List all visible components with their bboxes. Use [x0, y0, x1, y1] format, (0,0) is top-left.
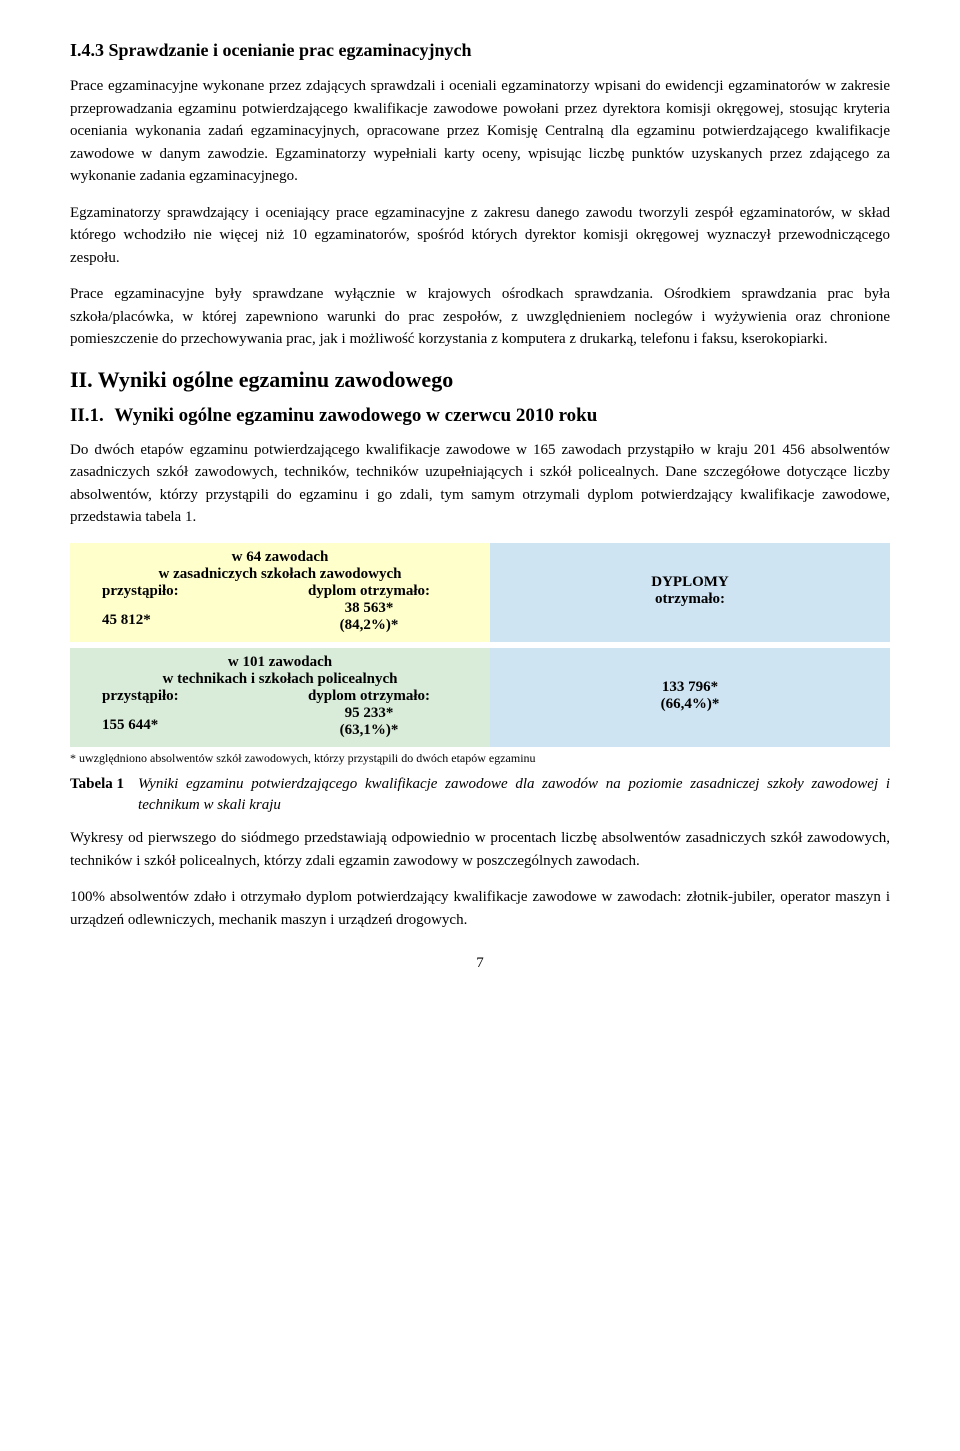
panel-row: w 64 zawodach w zasadniczych szkołach za… — [70, 543, 890, 747]
yellow-right-value2: (84,2%)* — [340, 617, 399, 633]
panel-blue-stack: DYPLOMY otrzymało: 133 796* (66,4%)* — [490, 543, 890, 747]
green-right-value2: (63,1%)* — [340, 722, 399, 738]
yellow-line1: w 64 zawodach — [232, 549, 329, 565]
blue-top1: DYPLOMY — [651, 574, 729, 590]
para-after-1: Wykresy od pierwszego do siódmego przeds… — [70, 827, 890, 872]
panel-green: w 101 zawodach w technikach i szkołach p… — [70, 648, 490, 747]
para-I43-1: Prace egzaminacyjne wykonane przez zdają… — [70, 75, 890, 188]
para-after-2: 100% absolwentów zdało i otrzymało dyplo… — [70, 886, 890, 931]
heading-II1: II.1. Wyniki ogólne egzaminu zawodowego … — [70, 405, 890, 427]
blue-bot2: (66,4%)* — [661, 696, 720, 712]
left-stack: w 64 zawodach w zasadniczych szkołach za… — [70, 543, 490, 747]
green-left-value: 155 644* — [102, 717, 158, 733]
para-II1-1: Do dwóch etapów egzaminu potwierdzająceg… — [70, 439, 890, 529]
yellow-left-value: 45 812* — [102, 612, 151, 628]
para-I43-3: Prace egzaminacyjne były sprawdzane wyłą… — [70, 283, 890, 351]
green-right-value1: 95 233* — [345, 705, 394, 721]
panel-blue-bot: 133 796* (66,4%)* — [490, 648, 890, 747]
yellow-left-label: przystąpiło: — [102, 583, 179, 599]
yellow-right-value1: 38 563* — [345, 600, 394, 616]
heading-II1-num: II.1. — [70, 405, 110, 427]
para-I43-2: Egzaminatorzy sprawdzający i oceniający … — [70, 202, 890, 270]
green-right-label: dyplom otrzymało: — [308, 688, 430, 704]
panel-yellow: w 64 zawodach w zasadniczych szkołach za… — [70, 543, 490, 642]
panel-blue-top: DYPLOMY otrzymało: — [490, 543, 890, 642]
blue-top2: otrzymało: — [655, 591, 725, 607]
tabela1: Tabela 1 Wyniki egzaminu potwierdzająceg… — [70, 774, 890, 818]
heading-II: II. Wyniki ogólne egzaminu zawodowego — [70, 367, 890, 393]
green-line2: w technikach i szkołach policealnych — [162, 671, 397, 687]
heading-I43: I.4.3 Sprawdzanie i ocenianie prac egzam… — [70, 40, 890, 61]
green-line1: w 101 zawodach — [228, 654, 332, 670]
yellow-line2: w zasadniczych szkołach zawodowych — [159, 566, 402, 582]
blue-bot1: 133 796* — [662, 679, 718, 695]
page-number: 7 — [70, 955, 890, 972]
green-left-label: przystąpiło: — [102, 688, 179, 704]
footnote: * uwzględniono absolwentów szkół zawodow… — [70, 751, 890, 766]
tabela1-label: Tabela 1 — [70, 774, 138, 818]
heading-II1-text: Wyniki ogólne egzaminu zawodowego w czer… — [114, 405, 597, 426]
yellow-right-label: dyplom otrzymało: — [308, 583, 430, 599]
tabela1-caption: Wyniki egzaminu potwierdzającego kwalifi… — [138, 774, 890, 818]
